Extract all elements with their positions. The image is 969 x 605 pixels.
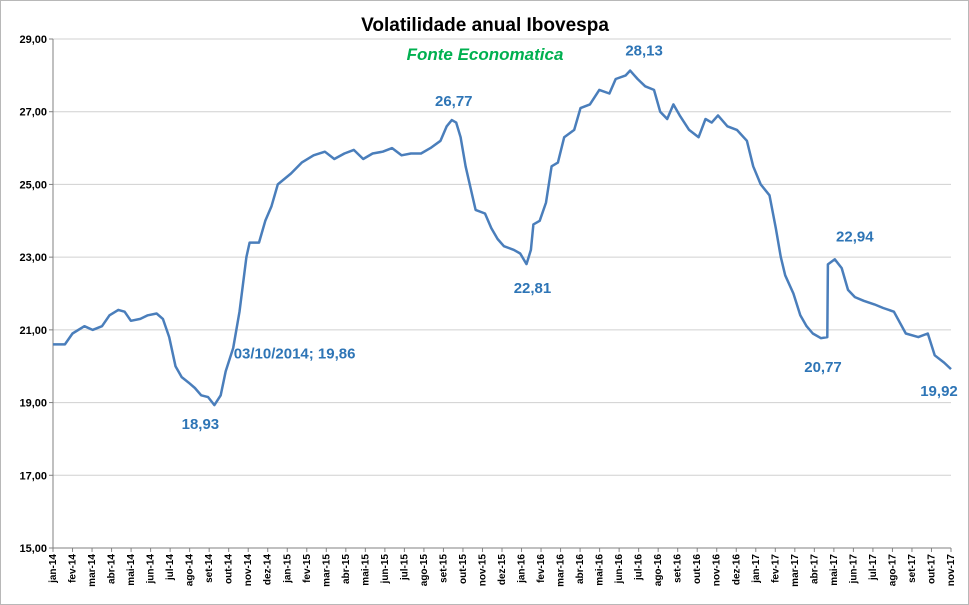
x-tick-label: dez-16: [731, 554, 742, 586]
data-label: 03/10/2014; 19,86: [234, 345, 356, 362]
x-tick-label: mar-17: [790, 554, 801, 587]
y-axis-labels: 15,00 17,00 19,00 21,00 23,00 25,00 27,00 29,00: [19, 34, 47, 555]
x-axis-labels: jan-14 fev-14 mar-14 abr-14 mai-14 jun-14 jul-…: [48, 554, 957, 587]
x-tick-label: jan-16: [517, 554, 528, 584]
x-tick-label: set-17: [907, 554, 918, 583]
data-label: 20,77: [804, 359, 842, 376]
y-tick-label: 15,00: [19, 543, 47, 555]
x-tick-label: out-14: [224, 554, 235, 584]
x-tick-label: set-16: [673, 554, 684, 583]
x-tick-label: fev-16: [536, 554, 547, 583]
x-tick-label: fev-14: [68, 554, 79, 583]
chart-subtitle: Fonte Economatica: [407, 45, 564, 64]
y-tick-label: 25,00: [19, 179, 47, 191]
x-tick-label: abr-17: [809, 554, 820, 584]
x-tick-label: mar-15: [321, 554, 332, 587]
x-tick-label: mar-16: [556, 554, 567, 587]
axes: [49, 38, 952, 552]
x-tick-label: nov-16: [712, 554, 723, 587]
x-tick-label: out-16: [692, 554, 703, 584]
x-tick-label: jul-14: [165, 554, 176, 582]
x-tick-label: nov-17: [946, 554, 957, 587]
x-tick-label: jan-17: [751, 554, 762, 584]
x-tick-label: mai-15: [360, 554, 371, 586]
data-label: 22,81: [514, 280, 552, 297]
data-label: 18,93: [182, 416, 220, 433]
x-tick-label: jul-15: [399, 554, 410, 582]
x-tick-label: nov-15: [477, 554, 488, 587]
x-tick-label: set-15: [438, 554, 449, 583]
annotations: 18,93 03/10/2014; 19,86 26,77 22,81 28,13 20,…: [182, 43, 958, 433]
chart-title: Volatilidade anual Ibovespa: [361, 15, 609, 36]
x-tick-label: ago-15: [419, 554, 430, 587]
data-label: 28,13: [625, 43, 663, 60]
x-tick-label: ago-16: [653, 554, 664, 587]
x-tick-label: jun-14: [146, 554, 157, 585]
y-tick-label: 17,00: [19, 470, 47, 482]
x-tick-label: jan-14: [48, 554, 59, 584]
grid: [53, 38, 951, 476]
x-tick-label: dez-15: [497, 554, 508, 586]
series: [53, 69, 952, 407]
data-label: 26,77: [435, 93, 473, 110]
y-tick-label: 29,00: [19, 34, 47, 46]
x-tick-label: fev-15: [302, 554, 313, 583]
x-tick-label: fev-17: [770, 554, 781, 583]
x-tick-label: set-14: [204, 554, 215, 583]
x-tick-label: jun-15: [380, 554, 391, 585]
x-tick-label: jun-16: [614, 554, 625, 585]
series-line: [53, 69, 952, 407]
data-label: 19,92: [920, 383, 958, 400]
x-tick-label: jun-17: [848, 554, 859, 585]
y-tick-label: 23,00: [19, 252, 47, 264]
x-tick-label: ago-14: [185, 554, 196, 587]
x-tick-label: mai-14: [126, 554, 137, 586]
y-tick-label: 21,00: [19, 325, 47, 337]
x-tick-label: jul-17: [868, 554, 879, 582]
x-tick-label: out-17: [926, 554, 937, 584]
data-label: 22,94: [836, 228, 874, 245]
x-tick-label: abr-16: [575, 554, 586, 584]
x-tick-label: nov-14: [243, 554, 254, 587]
x-tick-label: dez-14: [263, 554, 274, 586]
x-tick-label: mar-14: [87, 554, 98, 587]
x-tick-label: mai-17: [829, 554, 840, 586]
x-tick-label: out-15: [458, 554, 469, 584]
x-tick-label: jan-15: [282, 554, 293, 584]
x-tick-label: abr-15: [341, 554, 352, 584]
y-tick-label: 19,00: [19, 398, 47, 410]
x-tick-label: ago-17: [887, 554, 898, 587]
x-tick-label: mai-16: [595, 554, 606, 586]
y-tick-label: 27,00: [19, 107, 47, 119]
x-tick-label: jul-16: [634, 554, 645, 582]
x-tick-label: abr-14: [107, 554, 118, 584]
